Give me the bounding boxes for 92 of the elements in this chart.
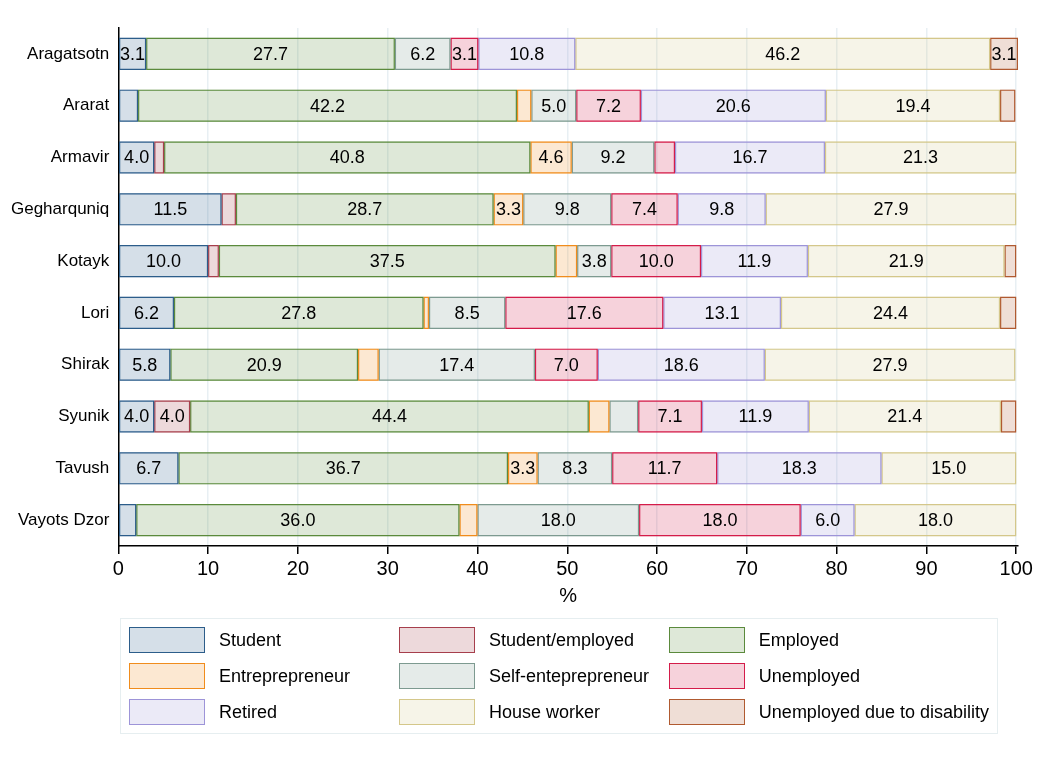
x-tick-label: 10: [196, 556, 220, 579]
data-label: 6.0: [815, 510, 841, 531]
legend-label: Retired: [219, 701, 278, 723]
y-tick-label: Kotayk: [57, 250, 110, 270]
y-tick-label: Ararat: [63, 95, 110, 115]
data-label: 9.8: [554, 199, 580, 220]
data-label: 4.6: [538, 147, 564, 168]
data-label: 7.0: [553, 354, 579, 375]
data-label: 8.3: [562, 458, 588, 479]
y-tick-label: Gegharquniq: [10, 198, 110, 218]
data-label: 46.2: [765, 43, 801, 64]
legend-label: House worker: [488, 701, 600, 723]
x-tick-label: 80: [825, 556, 848, 579]
x-tick-label: 30: [376, 556, 399, 579]
data-label: 27.7: [252, 43, 289, 64]
y-tick-label: Aragatsotn: [27, 43, 110, 63]
data-label: 5.0: [541, 95, 567, 116]
data-label: 21.9: [888, 251, 924, 272]
data-label: 11.9: [738, 406, 773, 427]
x-tick-label: 90: [915, 556, 938, 579]
data-label: 6.2: [133, 302, 160, 323]
data-label: 27.8: [281, 302, 317, 323]
data-label: 18.3: [781, 458, 817, 479]
legend-label: Student: [219, 629, 282, 651]
x-tick-label: 0: [112, 556, 124, 579]
data-label: 15.0: [931, 458, 967, 479]
data-label: 21.3: [903, 147, 939, 168]
data-label: 7.4: [631, 199, 657, 220]
data-label: 3.1: [451, 43, 477, 64]
y-tick-label: Armavir: [50, 147, 110, 167]
data-label: 8.5: [454, 302, 480, 323]
legend-label: Employed: [758, 629, 839, 651]
data-label: 18.0: [540, 510, 576, 531]
data-label: 16.7: [732, 147, 768, 168]
data-label: 36.7: [325, 458, 361, 479]
data-label: 20.9: [246, 354, 282, 375]
data-label: 17.4: [439, 354, 475, 375]
data-label: 18.6: [663, 354, 699, 375]
x-tick-label: 20: [286, 556, 309, 579]
data-label: 40.8: [329, 147, 365, 168]
data-label: 10.0: [638, 251, 674, 272]
data-label: 20.6: [715, 95, 751, 116]
data-label: 7.2: [596, 95, 622, 116]
data-label: 9.8: [709, 199, 735, 220]
data-label: 28.7: [347, 199, 383, 220]
data-label: 4.0: [159, 406, 185, 427]
data-label: 10.0: [146, 251, 182, 272]
data-label: 6.7: [136, 458, 162, 479]
data-label: 11.5: [153, 199, 188, 220]
data-label: 6.2: [410, 43, 436, 64]
data-label: 7.1: [657, 406, 683, 427]
data-label: 13.1: [704, 302, 740, 323]
x-axis-title: %: [559, 583, 578, 606]
legend-label: Unemployed due to disability: [758, 701, 989, 723]
y-tick-label: Lori: [80, 302, 110, 322]
data-label: 11.7: [647, 458, 682, 479]
data-label: 9.2: [600, 147, 626, 168]
data-label: 18.0: [917, 510, 953, 531]
x-tick-label: 40: [466, 556, 489, 579]
data-label: 3.3: [495, 199, 521, 220]
data-label: 44.4: [371, 406, 407, 427]
data-label: 10.8: [509, 43, 545, 64]
data-label: 19.4: [895, 95, 931, 116]
x-tick-label: 60: [645, 556, 669, 579]
y-tick-label: Syunik: [58, 406, 110, 426]
data-label: 36.0: [280, 510, 316, 531]
x-tick-label: 100: [999, 556, 1033, 579]
data-label: 18.0: [702, 510, 738, 531]
data-label: 3.3: [510, 458, 536, 479]
x-tick-label: 50: [556, 556, 579, 579]
data-label: 42.2: [309, 95, 346, 116]
data-label: 17.6: [566, 302, 602, 323]
y-tick-label: Shirak: [61, 354, 110, 374]
y-tick-label: Tavush: [55, 457, 110, 477]
data-label: 21.4: [887, 406, 923, 427]
data-label: 11.9: [737, 251, 772, 272]
legend-label: Entreprepreneur: [219, 665, 351, 687]
data-label: 4.0: [124, 406, 150, 427]
legend-label: Self-enteprepreneur: [488, 665, 650, 687]
data-label: 3.1: [120, 43, 146, 64]
legend-label: Unemployed: [758, 665, 860, 687]
data-label: 3.1: [991, 43, 1017, 64]
data-label: 27.9: [873, 199, 909, 220]
data-label: 4.0: [124, 147, 150, 168]
y-tick-label: Vayots Dzor: [17, 509, 110, 529]
legend-label: Student/employed: [488, 629, 635, 651]
data-label: 27.9: [872, 354, 908, 375]
data-label: 37.5: [369, 251, 405, 272]
data-label: 24.4: [872, 302, 909, 323]
data-label: 3.8: [581, 251, 607, 272]
data-label: 5.8: [132, 354, 158, 375]
x-tick-label: 70: [735, 556, 758, 579]
